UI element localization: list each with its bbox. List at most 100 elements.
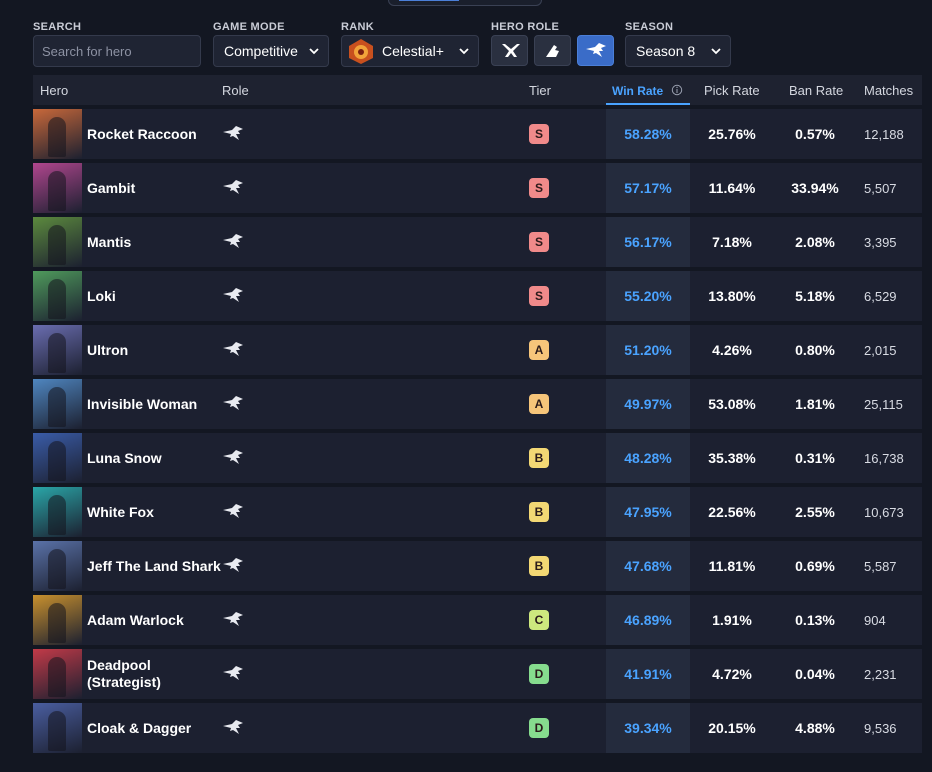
hero-name: Cloak & Dagger — [87, 719, 192, 736]
hero-name: Ultron — [87, 341, 129, 358]
avatar-figure — [48, 279, 66, 319]
hero-avatar — [33, 325, 82, 375]
hero-role — [221, 433, 245, 483]
tier-badge: S — [529, 232, 549, 252]
tier-badge: D — [529, 718, 549, 738]
tier-badge: S — [529, 124, 549, 144]
rank-label: RANK — [341, 21, 374, 33]
chevron — [459, 48, 469, 55]
role-icon — [223, 450, 243, 464]
role-icon — [223, 396, 243, 410]
matches: 10,673 — [864, 504, 904, 520]
win-rate: 41.91% — [624, 666, 672, 682]
header-pick-rate: Pick Rate — [704, 83, 760, 98]
hero-row[interactable]: Gambit S 57.17% 11.64% 33.94% 5,507 — [33, 163, 922, 213]
hero-row[interactable]: Adam Warlock C 46.89% 1.91% 0.13% 904 — [33, 595, 922, 645]
pick-rate: 25.76% — [708, 126, 756, 142]
matches: 904 — [864, 612, 886, 628]
win-rate: 51.20% — [624, 342, 672, 358]
ban-rate: 0.04% — [795, 666, 835, 682]
search-label: SEARCH — [33, 21, 82, 33]
avatar-figure — [48, 711, 66, 751]
win-rate: 57.17% — [624, 180, 672, 196]
tab-fragment — [388, 0, 542, 6]
tier-badge: S — [529, 286, 549, 306]
hero-role — [221, 649, 245, 699]
win-rate: 48.28% — [624, 450, 672, 466]
win-rate-header-cell[interactable] — [606, 75, 690, 105]
strategist-button[interactable] — [577, 35, 614, 66]
hero-role — [221, 325, 245, 375]
matches: 3,395 — [864, 234, 897, 250]
hero-row[interactable]: White Fox B 47.95% 22.56% 2.55% 10,673 — [33, 487, 922, 537]
search-input[interactable]: Search for hero — [33, 35, 201, 67]
header-win-rate: Win Rate — [612, 84, 664, 98]
hero-row[interactable]: Ultron A 51.20% 4.26% 0.80% 2,015 — [33, 325, 922, 375]
role-icon — [223, 666, 243, 680]
avatar-figure — [48, 225, 66, 265]
hero-row[interactable]: Mantis S 56.17% 7.18% 2.08% 3,395 — [33, 217, 922, 267]
hero-name: Loki — [87, 287, 116, 304]
pick-rate: 11.64% — [708, 180, 756, 196]
hero-name: Rocket Raccoon — [87, 125, 197, 142]
hero-role-label: HERO ROLE — [491, 21, 560, 33]
ban-rate: 0.57% — [795, 126, 835, 142]
game-mode-select[interactable]: Competitive — [213, 35, 329, 67]
matches: 6,529 — [864, 288, 897, 304]
hero-role — [221, 541, 245, 591]
hero-avatar — [33, 433, 82, 483]
vanguard-button[interactable] — [491, 35, 528, 66]
ban-rate: 2.08% — [795, 234, 835, 250]
search-placeholder: Search for hero — [42, 43, 132, 59]
win-rate-highlight — [606, 433, 690, 483]
win-rate-highlight — [606, 109, 690, 159]
hero-row[interactable]: Invisible Woman A 49.97% 53.08% 1.81% 25,115 — [33, 379, 922, 429]
avatar-figure — [48, 171, 66, 211]
win-rate-highlight — [606, 595, 690, 645]
hero-row[interactable]: Jeff The Land Shark B 47.68% 11.81% 0.69% 5,5… — [33, 541, 922, 591]
win-rate: 39.34% — [624, 720, 672, 736]
win-rate: 58.28% — [624, 126, 672, 142]
hero-name: Deadpool (Strategist) — [87, 657, 161, 690]
avatar-figure — [48, 387, 66, 427]
role-icon — [223, 558, 243, 572]
pick-rate: 7.18% — [712, 234, 752, 250]
ban-rate: 2.55% — [795, 504, 835, 520]
role-icon — [223, 504, 243, 518]
hero-avatar — [33, 595, 82, 645]
win-rate-highlight — [606, 541, 690, 591]
hero-row[interactable]: Cloak & Dagger D 39.34% 20.15% 4.88% 9,536 — [33, 703, 922, 753]
season-label: SEASON — [625, 21, 674, 33]
hero-name: Mantis — [87, 233, 132, 250]
tier-badge: S — [529, 178, 549, 198]
header-ban-rate: Ban Rate — [789, 83, 844, 98]
hero-row[interactable]: Luna Snow B 48.28% 35.38% 0.31% 16,738 — [33, 433, 922, 483]
hero-name: Gambit — [87, 179, 136, 196]
win-rate: 56.17% — [624, 234, 672, 250]
header-hero: Hero — [40, 83, 69, 98]
season-select[interactable]: Season 8 — [625, 35, 731, 67]
season-value: Season 8 — [636, 43, 696, 59]
ban-rate: 0.69% — [795, 558, 835, 574]
header-matches: Matches — [864, 83, 914, 98]
hero-role — [221, 271, 245, 321]
avatar-figure — [48, 495, 66, 535]
win-rate: 46.89% — [624, 612, 672, 628]
win-rate-highlight — [606, 487, 690, 537]
game-mode-value: Competitive — [224, 43, 298, 59]
hero-name: White Fox — [87, 503, 154, 520]
pick-rate: 53.08% — [708, 396, 756, 412]
hero-name: Invisible Woman — [87, 395, 198, 412]
role-icon — [223, 126, 243, 140]
hero-name: Luna Snow — [87, 449, 162, 466]
rank-select[interactable]: Celestial+ — [341, 35, 479, 67]
table-header — [33, 75, 922, 105]
hero-row[interactable]: Loki S 55.20% 13.80% 5.18% 6,529 — [33, 271, 922, 321]
hero-row[interactable]: Deadpool (Strategist) D 41.91% 4.72% 0.04% 2,… — [33, 649, 922, 699]
matches: 2,231 — [864, 666, 897, 682]
chevron — [711, 48, 721, 55]
win-rate-highlight — [606, 325, 690, 375]
tier-badge: B — [529, 502, 549, 522]
hero-row[interactable]: Rocket Raccoon S 58.28% 25.76% 0.57% 12,188 — [33, 109, 922, 159]
duelist-button[interactable] — [534, 35, 571, 66]
